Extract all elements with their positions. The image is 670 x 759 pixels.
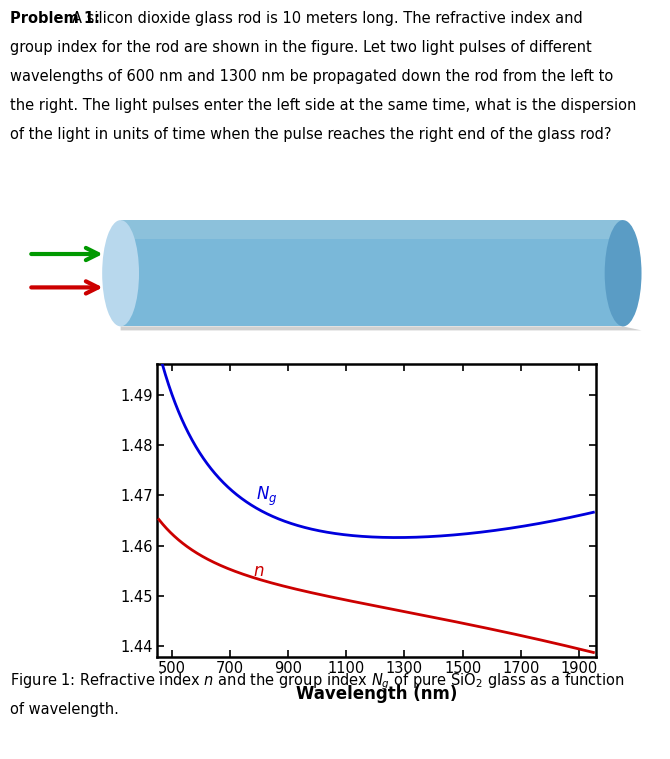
Text: $n$: $n$ xyxy=(253,562,265,580)
Text: A silicon dioxide glass rod is 10 meters long. The refractive index and: A silicon dioxide glass rod is 10 meters… xyxy=(72,11,582,27)
Bar xyxy=(121,220,623,326)
Text: wavelengths of 600 nm and 1300 nm be propagated down the rod from the left to: wavelengths of 600 nm and 1300 nm be pro… xyxy=(10,69,613,84)
Text: Problem 1:: Problem 1: xyxy=(10,11,100,27)
Text: the right. The light pulses enter the left side at the same time, what is the di: the right. The light pulses enter the le… xyxy=(10,98,636,113)
Bar xyxy=(121,220,623,239)
Text: group index for the rod are shown in the figure. Let two light pulses of differe: group index for the rod are shown in the… xyxy=(10,40,592,55)
X-axis label: Wavelength (nm): Wavelength (nm) xyxy=(296,685,458,703)
Polygon shape xyxy=(121,326,642,330)
Ellipse shape xyxy=(605,220,642,326)
Text: of the light in units of time when the pulse reaches the right end of the glass : of the light in units of time when the p… xyxy=(10,127,612,142)
Ellipse shape xyxy=(103,220,139,326)
Text: $N_g$: $N_g$ xyxy=(256,485,277,509)
Text: of wavelength.: of wavelength. xyxy=(10,702,119,717)
Text: Figure 1: Refractive index $n$ and the group index $N_g$ of pure SiO$_2$ glass a: Figure 1: Refractive index $n$ and the g… xyxy=(10,672,625,692)
